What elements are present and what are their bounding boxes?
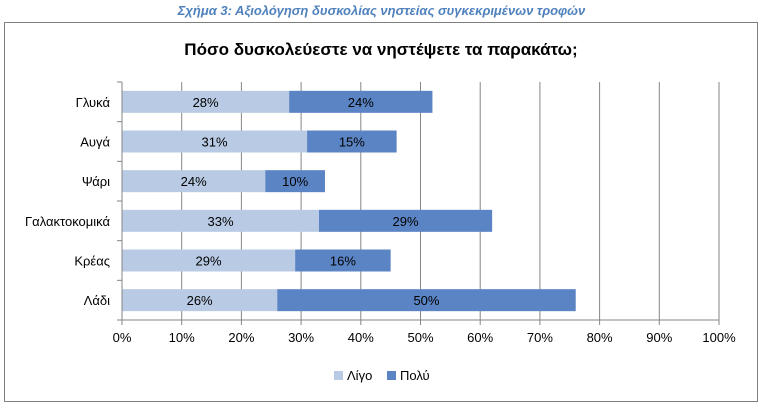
data-label: 33% bbox=[207, 214, 233, 229]
data-label: 31% bbox=[202, 135, 228, 150]
bar-ligo bbox=[122, 90, 290, 113]
x-tick-label: 50% bbox=[407, 330, 433, 345]
data-label: 29% bbox=[196, 254, 222, 269]
data-label: 24% bbox=[181, 174, 207, 189]
data-label: 16% bbox=[330, 254, 356, 269]
x-tick-label: 20% bbox=[228, 330, 254, 345]
x-tick-label: 60% bbox=[467, 330, 493, 345]
data-label: 29% bbox=[393, 214, 419, 229]
x-tick-label: 70% bbox=[527, 330, 553, 345]
bar-poly bbox=[277, 289, 576, 312]
data-label: 50% bbox=[413, 293, 439, 308]
bar-ligo bbox=[122, 289, 278, 312]
bar-poly bbox=[289, 90, 433, 113]
legend: Λίγο Πολύ bbox=[334, 368, 430, 383]
data-label: 24% bbox=[348, 95, 374, 110]
bar-ligo bbox=[122, 170, 266, 193]
category-label: Ψάρι bbox=[82, 174, 110, 189]
x-tick-label: 80% bbox=[587, 330, 613, 345]
x-tick-label: 90% bbox=[646, 330, 672, 345]
bar-poly bbox=[307, 130, 397, 153]
bar-ligo bbox=[122, 209, 320, 232]
x-tick-label: 0% bbox=[113, 330, 132, 345]
data-label: 26% bbox=[187, 293, 213, 308]
bars: 28% 24% 31% 15% 24% 10% 33% 29% 29% 16% 26% 50% bbox=[122, 90, 576, 312]
chart-title: Πόσο δυσκολεύεστε να νηστέψετε τα παρακά… bbox=[184, 40, 578, 59]
figure-caption: Σχήμα 3: Αξιολόγηση δυσκολίας νηστείας σ… bbox=[177, 3, 586, 18]
data-label: 28% bbox=[193, 95, 219, 110]
bar-ligo bbox=[122, 130, 308, 153]
category-label: Γαλακτοκομικά bbox=[25, 214, 110, 229]
category-label: Γλυκά bbox=[76, 95, 111, 110]
category-label: Κρέας bbox=[74, 254, 110, 269]
category-label: Λάδι bbox=[84, 293, 110, 308]
bar-poly bbox=[295, 249, 391, 272]
data-label: 15% bbox=[339, 135, 365, 150]
legend-label: Πολύ bbox=[400, 368, 430, 383]
bar-ligo bbox=[122, 249, 296, 272]
legend-label: Λίγο bbox=[347, 368, 372, 383]
legend-swatch bbox=[387, 371, 396, 380]
bar-poly bbox=[319, 209, 493, 232]
axes: 0% 10% 20% 30% 40% 50% 60% 70% 80% 90% 100% Γλυκά Αυ… bbox=[25, 81, 736, 345]
gridlines bbox=[181, 82, 720, 320]
x-tick-label: 30% bbox=[288, 330, 314, 345]
x-tick-label: 100% bbox=[702, 330, 736, 345]
x-tick-label: 40% bbox=[348, 330, 374, 345]
bar-poly bbox=[265, 170, 325, 193]
category-label: Αυγά bbox=[80, 135, 110, 150]
data-label: 10% bbox=[282, 174, 308, 189]
x-tick-label: 10% bbox=[169, 330, 195, 345]
legend-swatch bbox=[334, 371, 343, 380]
